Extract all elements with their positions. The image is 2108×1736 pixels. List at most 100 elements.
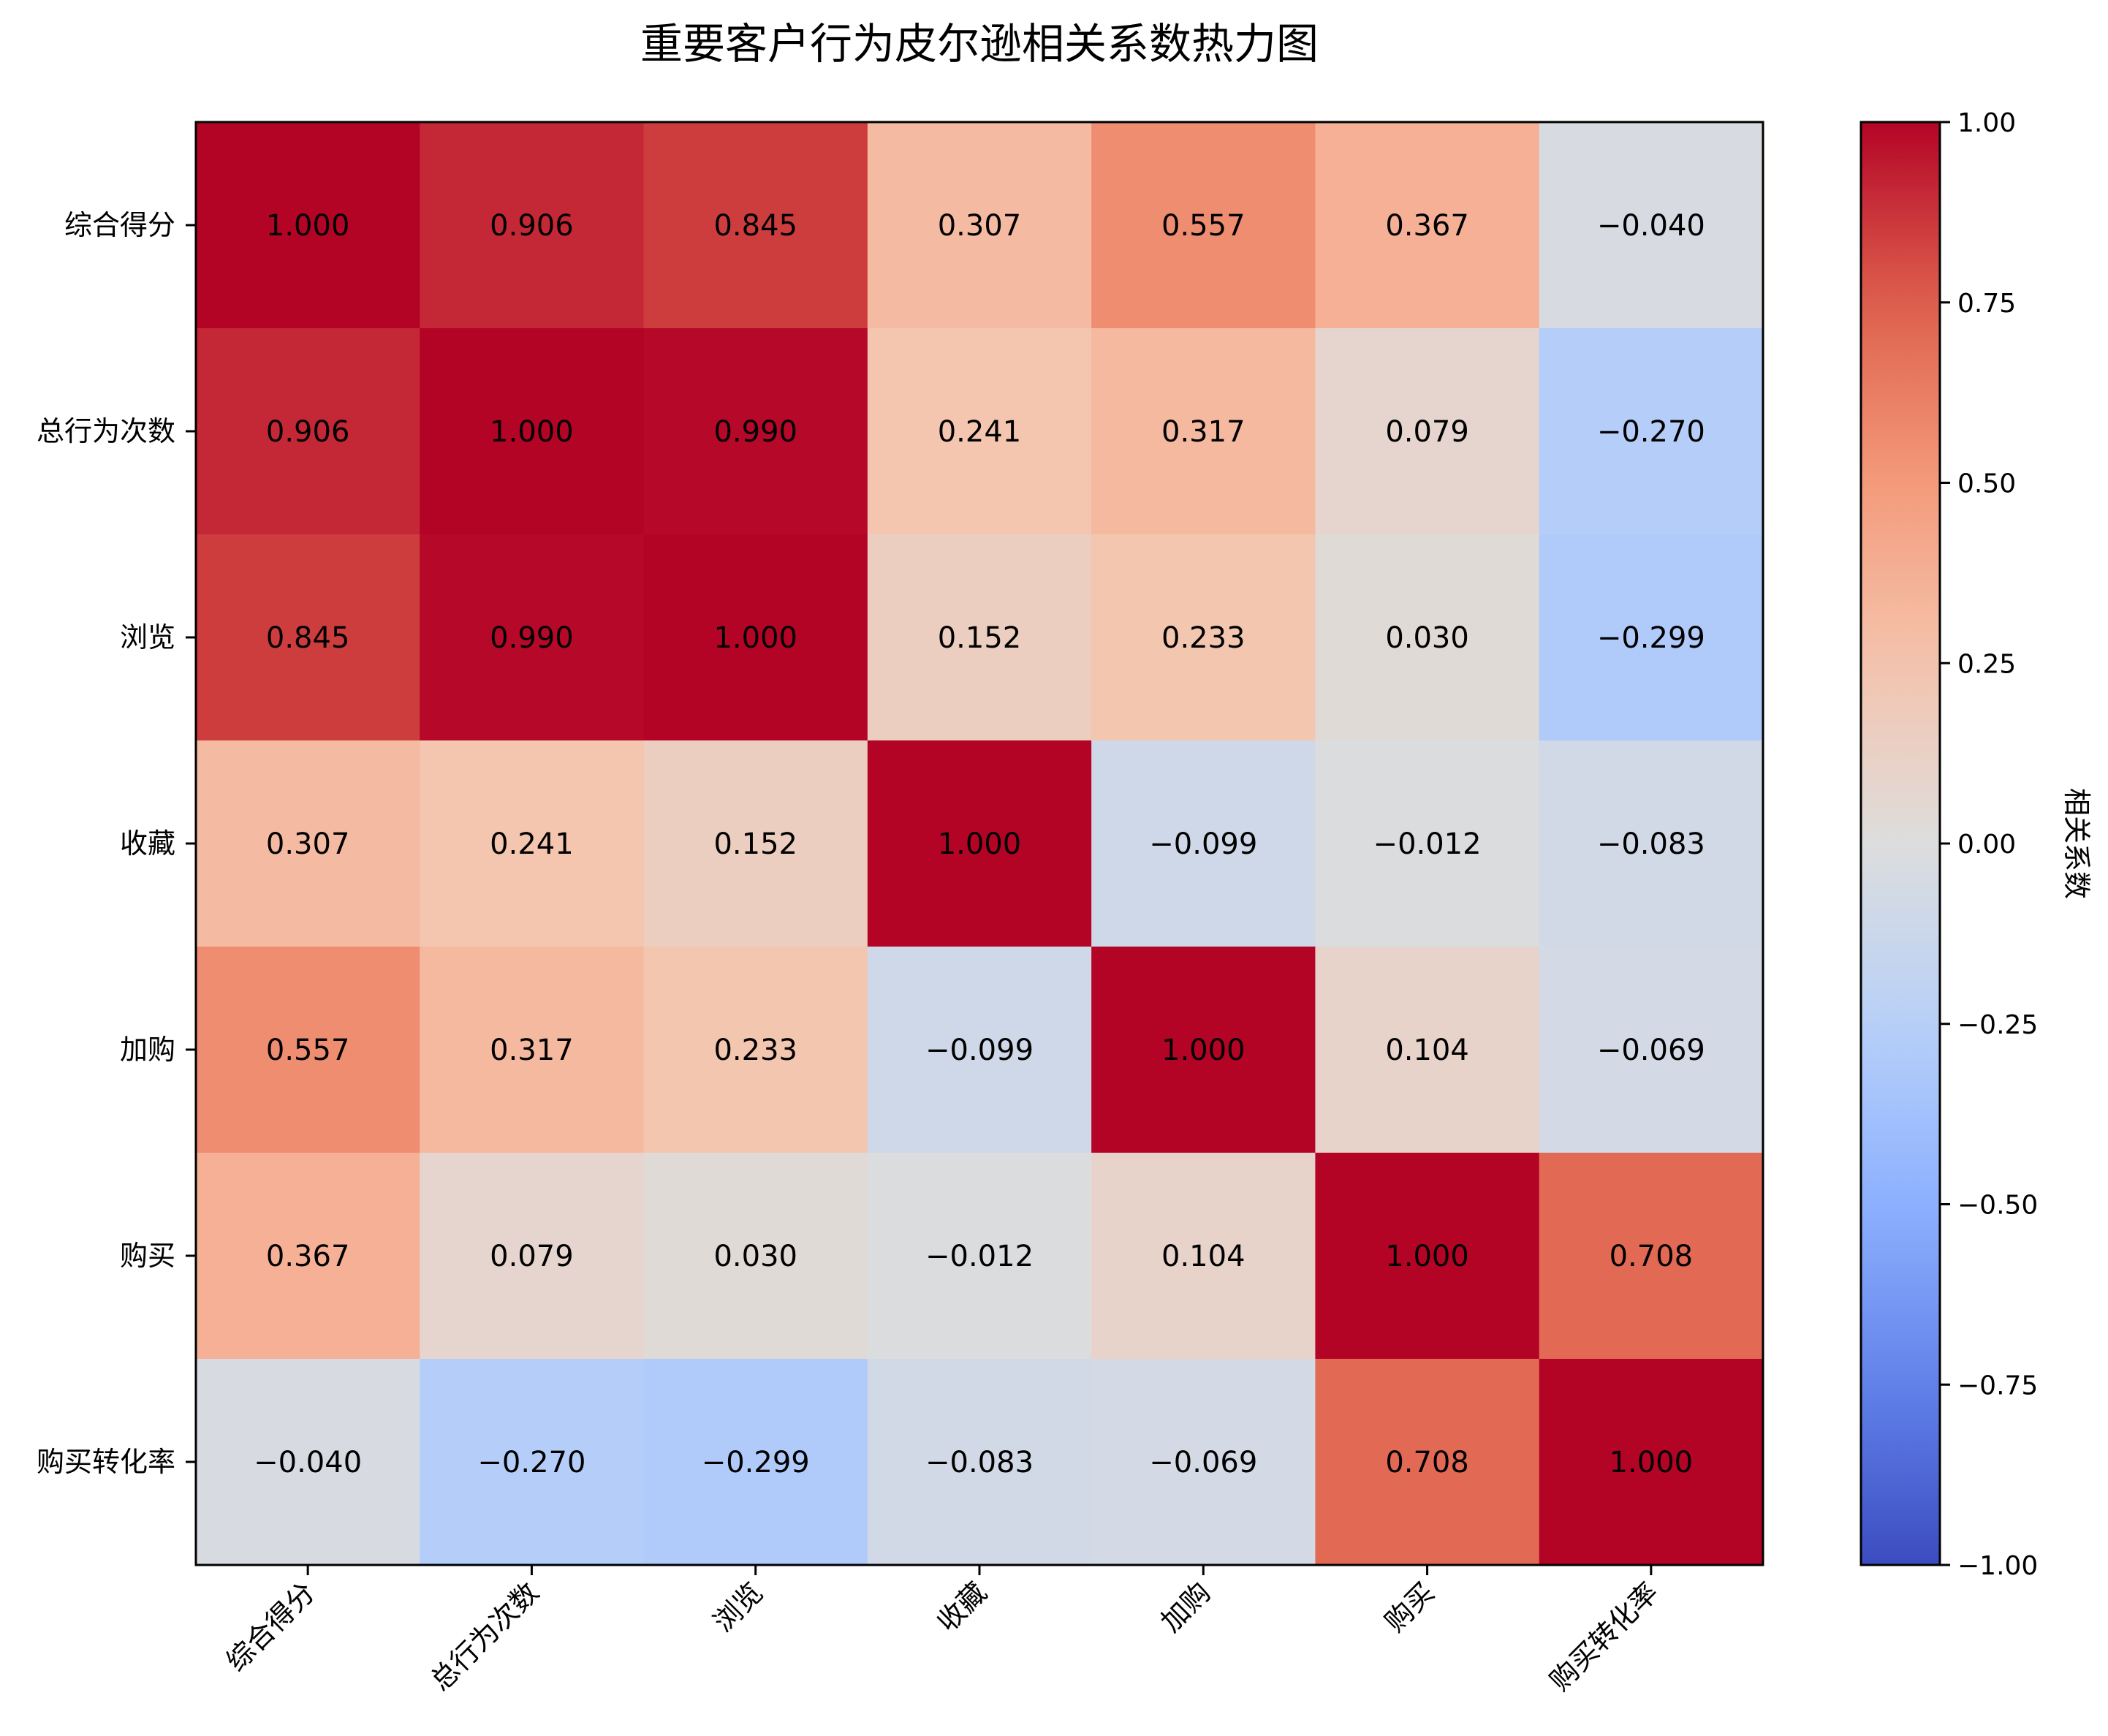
heatmap-cell-r0-c2: [643, 122, 868, 329]
cell-value-label-r2-c2: 1.000: [713, 621, 797, 655]
cell-value-label-r0-c3: 0.307: [938, 209, 1022, 243]
x-tick-label-5: 购买: [1379, 1576, 1441, 1638]
cell-value-label-r1-c1: 1.000: [490, 415, 574, 449]
cell-value-label-r4-c5: 0.104: [1385, 1034, 1469, 1067]
heatmap-cell-r1-c2: [643, 328, 868, 535]
cell-value-label-r5-c2: 0.030: [713, 1240, 797, 1273]
cell-value-label-r6-c3: −0.083: [925, 1446, 1034, 1479]
cell-value-label-r2-c0: 0.845: [266, 621, 350, 655]
heatmap-cell-r5-c0: [196, 1153, 420, 1360]
cell-value-label-r1-c6: −0.270: [1597, 415, 1705, 449]
heatmap-cell-r4-c6: [1539, 947, 1764, 1153]
heatmap-cell-r4-c1: [420, 947, 645, 1153]
colorbar-ticks: 1.00 0.75 0.50 0.25 0.00 −0.25 −0.50 −0.75 −1.00: [1940, 108, 2038, 1581]
heatmap-cell-r4-c5: [1315, 947, 1540, 1153]
y-tick-label-3: 收藏: [120, 827, 175, 860]
x-tick-label-6: 购买转化率: [1544, 1576, 1664, 1697]
cell-value-label-r0-c1: 0.906: [490, 209, 574, 243]
cell-value-label-r6-c1: −0.270: [477, 1446, 585, 1479]
cell-value-label-r3-c3: 1.000: [938, 827, 1022, 861]
cell-value-label-r5-c0: 0.367: [266, 1240, 350, 1273]
colorbar-tick-label-1: 0.75: [1957, 289, 2016, 319]
cell-value-label-r1-c3: 0.241: [938, 415, 1022, 449]
cell-value-label-r6-c5: 0.708: [1385, 1446, 1469, 1479]
cell-value-label-r3-c5: −0.012: [1373, 827, 1482, 861]
cell-value-label-r3-c1: 0.241: [490, 827, 574, 861]
heatmap-cell-r1-c6: [1539, 328, 1764, 535]
cell-value-label-r2-c4: 0.233: [1161, 621, 1246, 655]
y-tick-label-6: 购买转化率: [37, 1446, 175, 1478]
cell-value-label-r1-c5: 0.079: [1385, 415, 1469, 449]
cell-value-label-r2-c3: 0.152: [938, 621, 1022, 655]
heatmap-cell-r6-c1: [420, 1359, 645, 1566]
y-tick-label-0: 综合得分: [64, 209, 175, 241]
cell-value-label-r6-c6: 1.000: [1610, 1446, 1694, 1479]
chart-title: 重要客户行为皮尔逊相关系数热力图: [640, 19, 1319, 69]
colorbar-tick-label-7: −0.75: [1957, 1371, 2038, 1400]
colorbar-tick-label-6: −0.50: [1957, 1191, 2038, 1221]
colorbar-tick-label-0: 1.00: [1957, 108, 2016, 138]
cell-value-label-r5-c5: 1.000: [1385, 1240, 1469, 1273]
colorbar-label: 相关系数: [2060, 788, 2093, 899]
heatmap-cell-r2-c1: [420, 534, 645, 741]
heatmap-cell-r2-c4: [1091, 534, 1316, 741]
cell-value-label-r4-c3: −0.099: [925, 1034, 1034, 1067]
colorbar-tick-label-8: −1.00: [1957, 1551, 2038, 1581]
heatmap-cell-r5-c1: [420, 1153, 645, 1360]
cell-value-label-r1-c2: 0.990: [713, 415, 797, 449]
colorbar-tick-label-4: 0.00: [1957, 830, 2016, 860]
heatmap-cell-r6-c6: [1539, 1359, 1764, 1566]
y-tick-label-5: 购买: [120, 1240, 175, 1272]
heatmap-cell-r4-c0: [196, 947, 420, 1153]
heatmap-cell-r0-c0: [196, 122, 420, 329]
heatmap-cell-r3-c1: [420, 740, 645, 947]
cell-value-label-r0-c5: 0.367: [1385, 209, 1469, 243]
heatmap-cell-r0-c1: [420, 122, 645, 329]
cell-value-label-r6-c2: −0.299: [702, 1446, 810, 1479]
cell-value-label-r5-c1: 0.079: [490, 1240, 574, 1273]
heatmap-cell-r6-c4: [1091, 1359, 1316, 1566]
cell-value-label-r3-c4: −0.099: [1149, 827, 1257, 861]
heatmap-cell-r5-c2: [643, 1153, 868, 1360]
heatmap-cell-r0-c5: [1315, 122, 1540, 329]
heatmap-cell-r3-c0: [196, 740, 420, 947]
cell-value-label-r1-c0: 0.906: [266, 415, 350, 449]
heatmap-cell-r2-c6: [1539, 534, 1764, 741]
cell-value-label-r3-c0: 0.307: [266, 827, 350, 861]
cell-value-label-r2-c6: −0.299: [1597, 621, 1705, 655]
cell-value-label-r5-c4: 0.104: [1161, 1240, 1246, 1273]
cell-value-label-r5-c3: −0.012: [925, 1240, 1034, 1273]
cell-value-label-r4-c1: 0.317: [490, 1034, 574, 1067]
y-tick-label-4: 加购: [120, 1034, 175, 1066]
y-tick-label-2: 浏览: [120, 621, 175, 653]
cell-value-label-r6-c0: −0.040: [254, 1446, 362, 1479]
heatmap-cell-r3-c2: [643, 740, 868, 947]
cell-value-label-r3-c2: 0.152: [713, 827, 797, 861]
cell-value-label-r0-c6: −0.040: [1597, 209, 1705, 243]
heatmap-cell-r3-c4: [1091, 740, 1316, 947]
heatmap-cell-r3-c6: [1539, 740, 1764, 947]
heatmap-cell-r1-c0: [196, 328, 420, 535]
heatmap-cell-r2-c3: [867, 534, 1092, 741]
colorbar-tick-label-3: 0.25: [1957, 649, 2016, 679]
cell-value-label-r0-c4: 0.557: [1161, 209, 1246, 243]
heatmap-cell-r5-c3: [867, 1153, 1092, 1360]
heatmap-cell-r5-c5: [1315, 1153, 1540, 1360]
heatmap-cell-r2-c5: [1315, 534, 1540, 741]
cell-value-label-r1-c4: 0.317: [1161, 415, 1246, 449]
heatmap-cell-r6-c5: [1315, 1359, 1540, 1566]
x-tick-label-0: 综合得分: [220, 1576, 322, 1678]
cell-value-label-r2-c5: 0.030: [1385, 621, 1469, 655]
heatmap-cell-r1-c1: [420, 328, 645, 535]
heatmap-cell-r2-c2: [643, 534, 868, 741]
heatmap-cell-r6-c3: [867, 1359, 1092, 1566]
heatmap-cell-r3-c3: [867, 740, 1092, 947]
heatmap-cell-r3-c5: [1315, 740, 1540, 947]
x-tick-label-1: 总行为次数: [424, 1576, 545, 1697]
colorbar-tick-label-2: 0.50: [1957, 469, 2016, 499]
heatmap-cell-r6-c0: [196, 1359, 420, 1566]
heatmap-cell-r4-c2: [643, 947, 868, 1153]
